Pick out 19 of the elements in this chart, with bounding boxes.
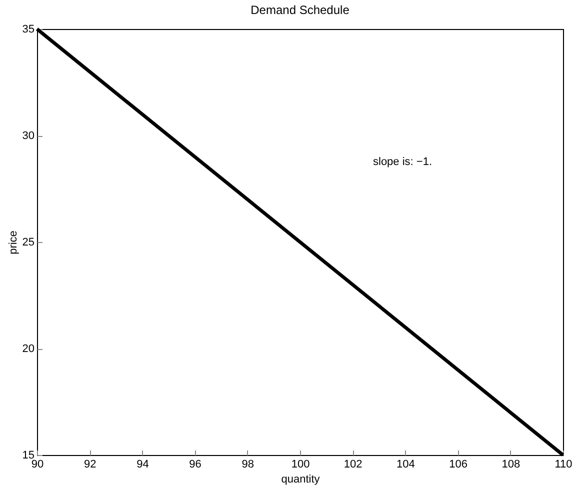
x-tick-label: 110 (554, 458, 572, 470)
x-tick-label: 100 (291, 458, 310, 470)
chart-title: Demand Schedule (250, 3, 350, 17)
annotation: slope is: −1. (373, 156, 432, 168)
x-tick-label: 90 (31, 458, 44, 470)
y-axis-title: price (7, 230, 20, 254)
x-tick-label: 92 (84, 458, 96, 470)
y-tick-label: 25 (22, 236, 34, 248)
x-axis-title: quantity (281, 474, 320, 486)
y-tick-label: 35 (22, 24, 34, 36)
x-tick-label: 104 (396, 458, 415, 470)
x-tick-label: 106 (449, 458, 468, 470)
x-tick-label: 96 (189, 458, 202, 470)
x-tick-label: 98 (242, 458, 254, 470)
y-tick-label: 30 (22, 130, 34, 142)
x-tick-label: 94 (136, 458, 149, 470)
y-tick-label: 20 (22, 343, 34, 355)
x-tick-label: 108 (502, 458, 520, 470)
x-tick-label: 102 (344, 458, 362, 470)
